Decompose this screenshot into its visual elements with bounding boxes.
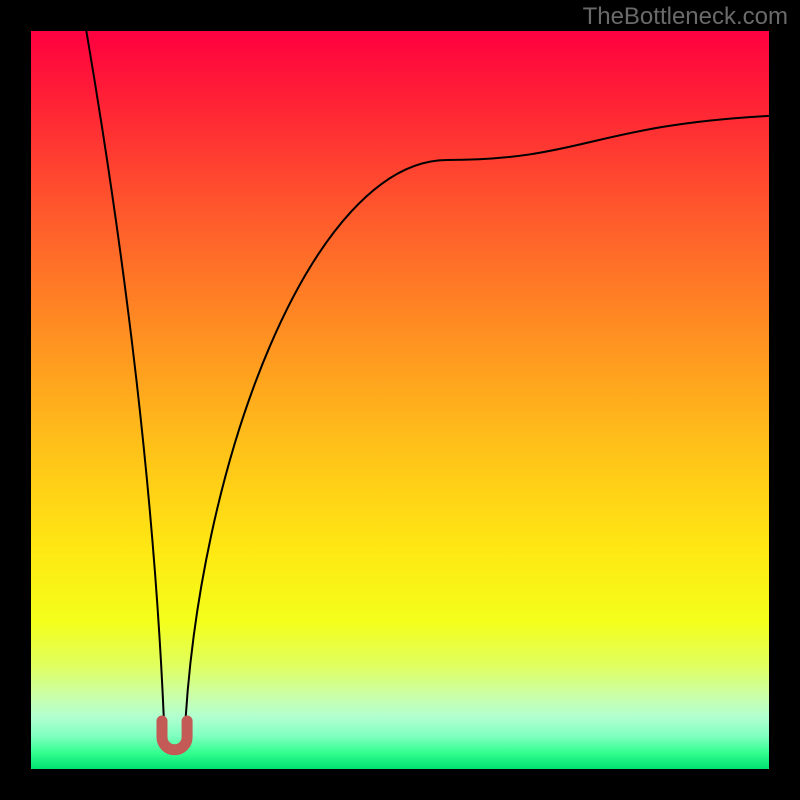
watermark-text: TheBottleneck.com	[583, 3, 788, 31]
chart-svg	[0, 0, 800, 800]
plot-background	[31, 31, 769, 769]
chart-root: TheBottleneck.com	[0, 0, 800, 800]
